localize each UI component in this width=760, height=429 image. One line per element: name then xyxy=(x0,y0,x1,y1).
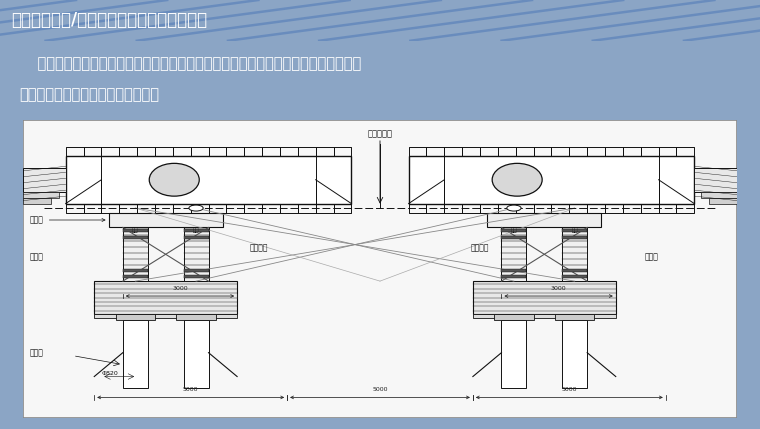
Bar xyxy=(123,320,147,389)
Bar xyxy=(473,281,616,314)
Text: 3000: 3000 xyxy=(173,286,188,291)
Text: 手拉葫芦: 手拉葫芦 xyxy=(470,244,489,253)
Text: 5000: 5000 xyxy=(183,387,198,392)
Bar xyxy=(123,229,147,232)
Ellipse shape xyxy=(149,163,199,196)
Text: 滑台: 滑台 xyxy=(511,228,518,233)
Bar xyxy=(502,320,527,389)
Bar xyxy=(494,314,534,320)
Bar xyxy=(176,314,216,320)
Bar xyxy=(123,227,147,281)
Bar xyxy=(184,236,208,239)
Bar xyxy=(184,320,208,389)
Bar xyxy=(695,168,737,192)
Text: 在滑道两侧间断设置限位挡块，限制梁段偏移过大；梁段轴线发生偏移时，利用手拉: 在滑道两侧间断设置限位挡块，限制梁段偏移过大；梁段轴线发生偏移时，利用手拉 xyxy=(19,56,361,71)
Bar xyxy=(555,314,594,320)
Text: 5000: 5000 xyxy=(562,387,577,392)
Bar xyxy=(123,275,147,278)
Text: 手拉葫芦: 手拉葫芦 xyxy=(249,244,268,253)
Bar xyxy=(502,269,527,272)
Bar xyxy=(502,275,527,278)
Bar xyxy=(502,236,527,239)
Bar xyxy=(487,212,601,227)
Bar xyxy=(701,192,737,198)
Bar xyxy=(23,192,59,198)
Bar xyxy=(94,314,237,318)
Bar xyxy=(23,168,65,192)
Text: 钢管桩: 钢管桩 xyxy=(30,348,44,357)
Bar xyxy=(184,227,208,281)
Bar xyxy=(116,314,155,320)
Text: 限位槽: 限位槽 xyxy=(30,253,44,262)
Bar xyxy=(23,198,52,204)
Bar xyxy=(502,227,527,281)
Bar xyxy=(184,275,208,278)
Bar xyxy=(184,269,208,272)
Bar xyxy=(109,212,223,227)
Text: 滑台: 滑台 xyxy=(572,228,578,233)
Bar xyxy=(562,229,587,232)
Bar xyxy=(708,198,737,204)
Bar xyxy=(123,269,147,272)
Circle shape xyxy=(189,205,203,211)
Text: 桥架中心线: 桥架中心线 xyxy=(368,129,392,138)
Text: 滑台: 滑台 xyxy=(193,228,199,233)
Circle shape xyxy=(507,205,521,211)
Text: 分配梁: 分配梁 xyxy=(30,215,105,224)
Bar xyxy=(409,156,695,204)
Bar xyxy=(562,269,587,272)
Bar xyxy=(184,229,208,232)
Text: 施工关键技术/顶推过程中的横向纠偏及调整: 施工关键技术/顶推过程中的横向纠偏及调整 xyxy=(11,12,207,29)
Ellipse shape xyxy=(492,163,542,196)
Bar xyxy=(123,236,147,239)
Text: 3000: 3000 xyxy=(551,286,566,291)
Text: 葫芦对滑块系统进行动态调整纠偏。: 葫芦对滑块系统进行动态调整纠偏。 xyxy=(19,88,159,102)
Text: 限位槽: 限位槽 xyxy=(644,253,658,262)
Text: 5000: 5000 xyxy=(372,387,388,392)
Bar xyxy=(562,236,587,239)
Bar xyxy=(94,281,237,314)
Text: 滑台: 滑台 xyxy=(132,228,138,233)
Bar xyxy=(562,275,587,278)
Bar xyxy=(473,314,616,318)
Bar xyxy=(562,227,587,281)
Bar xyxy=(502,229,527,232)
Bar xyxy=(65,156,351,204)
Bar xyxy=(562,320,587,389)
Text: Φ820: Φ820 xyxy=(101,371,118,376)
